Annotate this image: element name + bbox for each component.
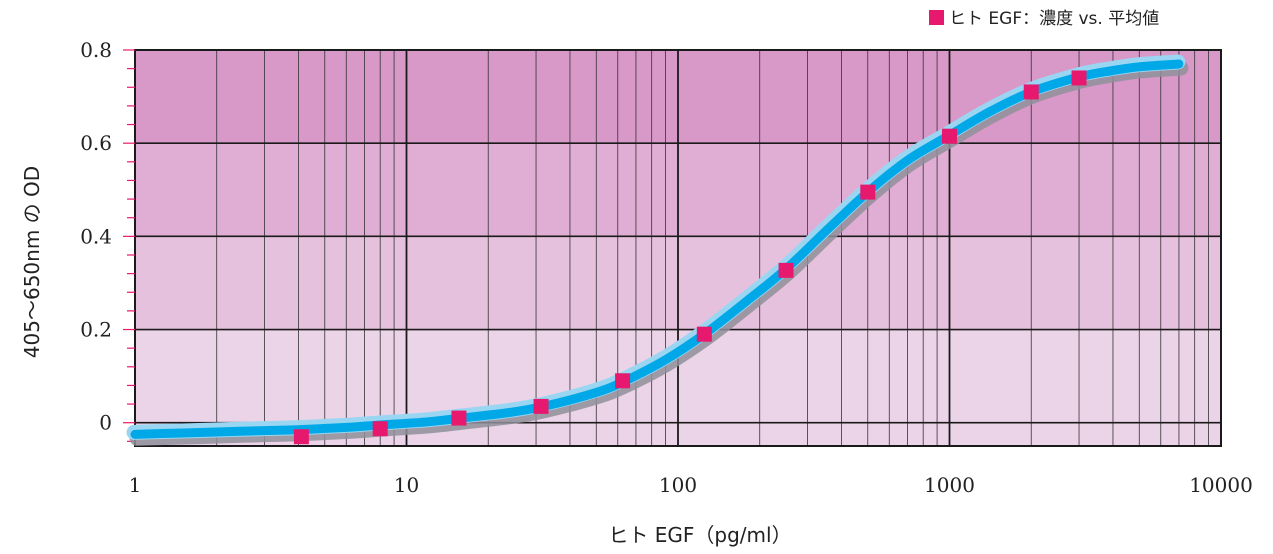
data-point xyxy=(1071,70,1087,86)
data-point xyxy=(533,398,549,414)
data-point xyxy=(451,410,467,426)
fit-curve-line xyxy=(130,59,1184,439)
legend: ヒト EGF：濃度 vs. 平均値 xyxy=(929,9,1159,29)
data-point xyxy=(860,184,876,200)
x-axis-title: ヒト EGF（pg/ml） xyxy=(608,523,791,547)
x-tick-label: 10000 xyxy=(1189,473,1253,497)
x-tick-labels: 1 10 100 1000 10000 xyxy=(129,473,1253,497)
y-tick-label: 0 xyxy=(99,411,112,435)
x-tick-label: 1000 xyxy=(924,473,975,497)
legend-label: ヒト EGF：濃度 vs. 平均値 xyxy=(949,9,1159,29)
plot-border xyxy=(134,49,1222,447)
x-tick-label: 10 xyxy=(394,473,419,497)
data-point xyxy=(778,262,794,278)
data-point xyxy=(372,421,388,437)
x-tick-label: 100 xyxy=(659,473,697,497)
data-point xyxy=(1023,84,1039,100)
y-tick-label: 0.2 xyxy=(80,318,112,342)
legend-swatch xyxy=(929,10,944,25)
data-point xyxy=(293,429,309,445)
data-point xyxy=(942,128,957,144)
fit-curve-group xyxy=(126,54,1189,446)
y-tick-labels: 0 0.2 0.4 0.6 0.8 xyxy=(80,38,112,435)
y-tick-label: 0.4 xyxy=(80,224,112,248)
y-tick-label: 0.8 xyxy=(80,38,112,62)
data-points xyxy=(293,70,1087,445)
y-minor-ticks xyxy=(123,49,135,442)
plot-frame xyxy=(134,49,1222,447)
data-point xyxy=(696,326,712,342)
y-tick-label: 0.6 xyxy=(80,131,112,155)
y-axis-title: 405～650nm の OD xyxy=(20,166,44,358)
data-point xyxy=(615,373,631,389)
x-tick-label: 1 xyxy=(129,473,142,497)
